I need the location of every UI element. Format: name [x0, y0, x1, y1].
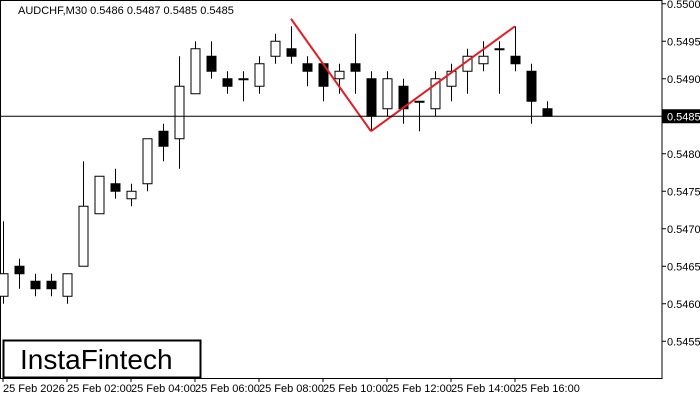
current-price-box [662, 109, 700, 124]
x-tick-label: 25 Feb 10:00 [323, 383, 388, 395]
candle-body [62, 273, 73, 297]
candle-body [0, 273, 9, 297]
candle-body [14, 265, 25, 275]
x-tick-label: 25 Feb 04:00 [131, 383, 196, 395]
candle-body [270, 40, 281, 57]
candle-body [526, 70, 537, 102]
candle-body [302, 63, 313, 72]
candle-body [254, 63, 265, 87]
candle-body [238, 78, 249, 81]
y-tick-label: 0.5475 [667, 186, 700, 198]
y-tick-label: 0.5500 [667, 0, 700, 11]
y-tick-label: 0.5480 [667, 149, 700, 161]
candle-body [126, 190, 137, 200]
candle-body [142, 138, 153, 185]
x-tick-label: 25 Feb 08:00 [259, 383, 324, 395]
x-tick-label: 25 Feb 2026 [3, 383, 65, 395]
y-tick-label: 0.5455 [667, 336, 700, 348]
candle-body [222, 78, 233, 87]
candle-body [30, 280, 41, 290]
y-tick-label: 0.5465 [667, 261, 700, 273]
pattern-line [370, 25, 516, 133]
chart-title: AUDCHF,M30 0.5486 0.5487 0.5485 0.5485 [18, 5, 234, 17]
candle-body [350, 63, 361, 72]
pattern-line [290, 18, 372, 132]
x-tick-label: 25 Feb 06:00 [195, 383, 260, 395]
candle-body [94, 175, 105, 215]
candle-body [478, 55, 489, 65]
y-tick-label: 0.5495 [667, 36, 700, 48]
candle-body [206, 55, 217, 72]
plot-area [0, 18, 662, 304]
candle-body [510, 55, 521, 65]
candle-body [174, 85, 185, 140]
candle-body [78, 205, 89, 267]
candle-body [446, 70, 457, 87]
candle-body [190, 48, 201, 95]
candle-body [334, 70, 345, 80]
axes: 0.5500 0.5495 0.5490 0.5485 0.5480 0.5475 0.54… [2, 0, 700, 395]
logo: InstaFintech [20, 344, 173, 375]
y-tick-label: 0.5470 [667, 224, 700, 236]
x-tick-label: 25 Feb 14:00 [451, 383, 516, 395]
candle-body [414, 100, 425, 103]
logo-box [2, 339, 202, 379]
candle-body [494, 48, 505, 51]
y-tick-label: 0.5490 [667, 74, 700, 86]
candle-body [366, 78, 377, 117]
candle-body [382, 78, 393, 110]
x-tick-label: 25 Feb 12:00 [387, 383, 452, 395]
candle-body [430, 78, 441, 110]
current-price-label: 0.5485 [667, 111, 700, 123]
candle-body [46, 280, 57, 290]
candle-body [318, 63, 329, 87]
candle-body [158, 130, 169, 147]
candle-body [110, 183, 121, 192]
x-tick-label: 25 Feb 16:00 [515, 383, 580, 395]
candle-body [542, 108, 553, 117]
candle-body [286, 48, 297, 57]
y-tick-label: 0.5460 [667, 299, 700, 311]
x-tick-label: 25 Feb 02:00 [67, 383, 132, 395]
plot-frame [0, 0, 663, 379]
